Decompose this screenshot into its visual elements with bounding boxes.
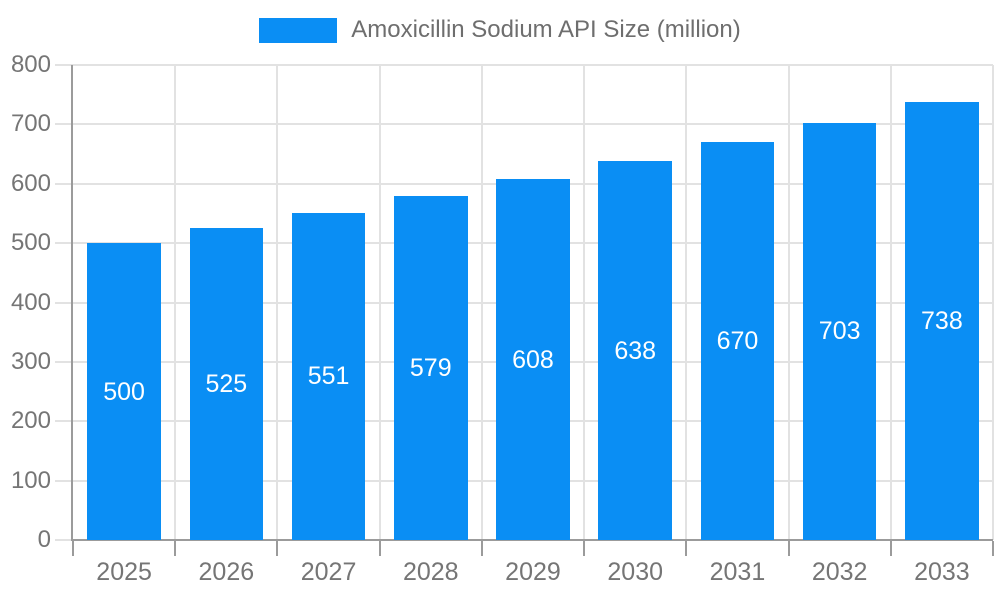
bar-value-label: 551 bbox=[307, 362, 350, 391]
x-axis-label: 2031 bbox=[709, 558, 766, 586]
x-axis-tick bbox=[276, 541, 279, 556]
y-axis-tick bbox=[55, 123, 73, 126]
bar-2031 bbox=[700, 142, 775, 540]
gridline-horizontal bbox=[73, 64, 993, 66]
x-axis-label: 2028 bbox=[402, 558, 459, 586]
y-axis-tick bbox=[55, 301, 73, 304]
gridline-vertical bbox=[889, 65, 892, 540]
bar-value-label: 703 bbox=[818, 317, 861, 346]
x-axis-label: 2025 bbox=[96, 558, 152, 586]
y-axis-tick bbox=[55, 420, 73, 423]
y-axis-tick bbox=[55, 64, 73, 66]
y-axis-label: 400 bbox=[10, 288, 51, 316]
x-axis-tick bbox=[992, 541, 994, 556]
y-axis-label: 200 bbox=[10, 407, 51, 435]
y-axis-tick bbox=[55, 242, 73, 245]
gridline-vertical bbox=[276, 65, 279, 540]
x-axis-tick bbox=[480, 541, 483, 556]
x-axis-tick bbox=[787, 541, 790, 556]
gridline-vertical bbox=[685, 65, 688, 540]
bar-2030 bbox=[598, 161, 673, 540]
bar-2033 bbox=[905, 101, 979, 540]
bar-value-label: 579 bbox=[409, 354, 452, 383]
y-axis-label: 500 bbox=[10, 229, 51, 257]
y-axis-tick bbox=[55, 479, 73, 482]
bar-2025 bbox=[87, 243, 161, 540]
bar-2026 bbox=[189, 228, 264, 540]
y-axis-label: 800 bbox=[10, 51, 51, 78]
x-axis-tick bbox=[174, 541, 177, 556]
chart-legend: Amoxicillin Sodium API Size (million) bbox=[0, 16, 1000, 44]
legend-swatch bbox=[259, 17, 338, 43]
y-axis-label: 100 bbox=[10, 466, 51, 494]
x-axis-label: 2032 bbox=[811, 558, 868, 586]
x-axis-label: 2029 bbox=[505, 558, 561, 586]
y-axis-tick bbox=[55, 539, 73, 541]
bar-value-label: 638 bbox=[614, 336, 657, 365]
x-axis-tick bbox=[583, 541, 586, 556]
x-axis-tick bbox=[378, 541, 381, 556]
gridline-vertical bbox=[583, 65, 586, 540]
bar-2027 bbox=[291, 212, 366, 540]
x-axis-tick bbox=[685, 541, 688, 556]
gridline-horizontal bbox=[73, 123, 993, 126]
x-axis-line bbox=[71, 539, 993, 541]
y-axis-tick bbox=[55, 360, 73, 363]
y-axis-label: 0 bbox=[37, 526, 51, 553]
x-axis-label: 2033 bbox=[914, 558, 970, 586]
x-axis-label: 2027 bbox=[300, 558, 357, 586]
gridline-vertical bbox=[378, 65, 381, 540]
x-axis-label: 2030 bbox=[607, 558, 664, 586]
gridline-vertical bbox=[480, 65, 483, 540]
y-axis-label: 700 bbox=[10, 110, 51, 138]
y-axis-label: 600 bbox=[10, 169, 51, 197]
x-axis-label: 2026 bbox=[198, 558, 255, 586]
bar-2028 bbox=[393, 196, 468, 540]
y-axis-tick bbox=[55, 182, 73, 185]
legend-series-label: Amoxicillin Sodium API Size (million) bbox=[351, 16, 741, 43]
bar-value-label: 608 bbox=[512, 345, 554, 374]
y-axis-label: 300 bbox=[10, 347, 51, 375]
gridline-vertical bbox=[787, 65, 790, 540]
y-axis-line bbox=[71, 65, 73, 540]
bar-2032 bbox=[802, 122, 877, 540]
bar-value-label: 500 bbox=[103, 377, 145, 406]
bar-value-label: 738 bbox=[921, 306, 963, 335]
bar-value-label: 525 bbox=[205, 370, 248, 399]
x-axis-tick bbox=[889, 541, 892, 556]
gridline-vertical bbox=[174, 65, 177, 540]
x-axis-tick bbox=[72, 541, 74, 556]
gridline-vertical bbox=[992, 65, 994, 540]
bar-value-label: 670 bbox=[716, 327, 759, 356]
bar-2029 bbox=[496, 179, 570, 540]
